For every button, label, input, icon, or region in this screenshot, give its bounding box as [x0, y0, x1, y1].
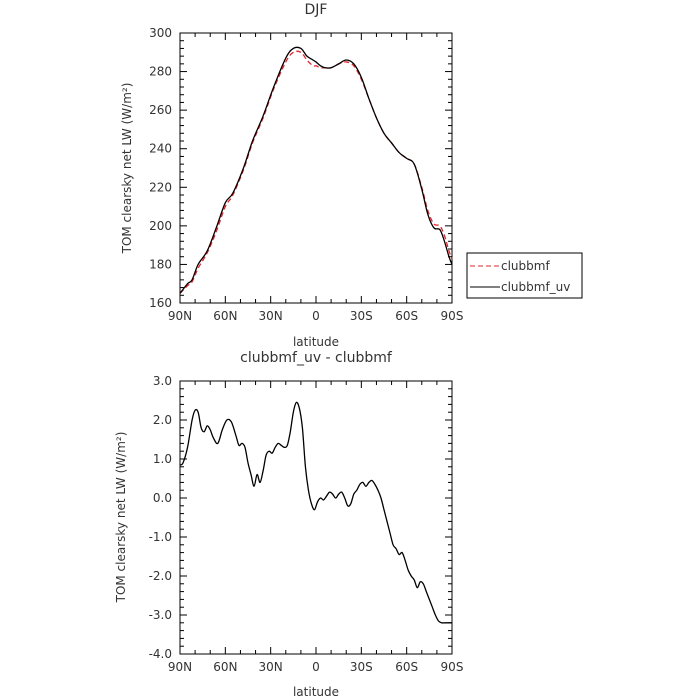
top-series-lines [179, 46, 453, 294]
bottom-y-ticks: -4.0 -3.0 -2.0 -1.0 0.0 1.0 2.0 3.0 [149, 374, 452, 661]
x-tick-label: 60N [213, 660, 237, 674]
x-tick-label: 90N [168, 660, 192, 674]
bottom-x-axis-label: latitude [293, 685, 339, 699]
x-tick-label: 0 [312, 660, 320, 674]
legend: clubbmf clubbmf_uv [466, 252, 583, 299]
y-tick-label: 3.0 [153, 374, 172, 388]
x-tick-label: 30N [259, 660, 283, 674]
x-tick-label: 60S [395, 309, 418, 323]
y-tick-label: 220 [149, 180, 172, 194]
top-plot-frame [179, 32, 453, 304]
y-tick-label: 280 [149, 65, 172, 79]
x-tick-label: 60N [213, 309, 237, 323]
top-y-axis-label: TOM clearsky net LW (W/m²) [120, 83, 134, 255]
bottom-chart-title: clubbmf_uv - clubbmf [240, 350, 393, 366]
y-tick-label: -1.0 [149, 530, 172, 544]
series-line-0-1 [179, 46, 453, 294]
top-panel: DJF 160 180 200 220 240 260 280 300 90N 60N 30N 0 3… [120, 2, 583, 349]
y-tick-label: 2.0 [153, 413, 172, 427]
top-x-axis-label: latitude [293, 335, 339, 349]
legend-box [466, 252, 583, 299]
x-tick-label: 60S [395, 660, 418, 674]
y-tick-label: 260 [149, 103, 172, 117]
series-line-0-0 [179, 50, 453, 294]
bottom-series-lines [179, 401, 452, 624]
x-tick-label: 30N [259, 309, 283, 323]
bottom-plot-frame [179, 380, 453, 655]
x-tick-label: 30S [350, 660, 373, 674]
bottom-panel: clubbmf_uv - clubbmf -4.0 -3.0 -2.0 -1.0 0.0… [114, 350, 463, 699]
legend-label-clubbmf-uv: clubbmf_uv [501, 280, 570, 294]
y-tick-label: 160 [149, 296, 172, 310]
x-tick-label: 90N [168, 309, 192, 323]
top-y-ticks: 160 180 200 220 240 260 280 300 [149, 26, 452, 310]
y-tick-label: 1.0 [153, 452, 172, 466]
series-line-1-0 [179, 401, 452, 624]
bottom-x-ticks: 90N 60N 30N 0 30S 60S 90S [168, 381, 464, 674]
y-tick-label: 0.0 [153, 491, 172, 505]
x-tick-label: 90S [441, 660, 464, 674]
y-tick-label: 180 [149, 257, 172, 271]
x-tick-label: 90S [441, 309, 464, 323]
y-tick-label: 200 [149, 219, 172, 233]
y-tick-label: 240 [149, 142, 172, 156]
y-tick-label: -2.0 [149, 569, 172, 583]
y-tick-label: 300 [149, 26, 172, 40]
x-tick-label: 0 [312, 309, 320, 323]
top-chart-title: DJF [305, 2, 328, 18]
x-tick-label: 30S [350, 309, 373, 323]
y-tick-label: -4.0 [149, 647, 172, 661]
top-x-ticks: 90N 60N 30N 0 30S 60S 90S [168, 33, 464, 323]
bottom-y-axis-label: TOM clearsky net LW (W/m²) [114, 432, 128, 604]
y-tick-label: -3.0 [149, 608, 172, 622]
legend-label-clubbmf: clubbmf [501, 259, 550, 273]
